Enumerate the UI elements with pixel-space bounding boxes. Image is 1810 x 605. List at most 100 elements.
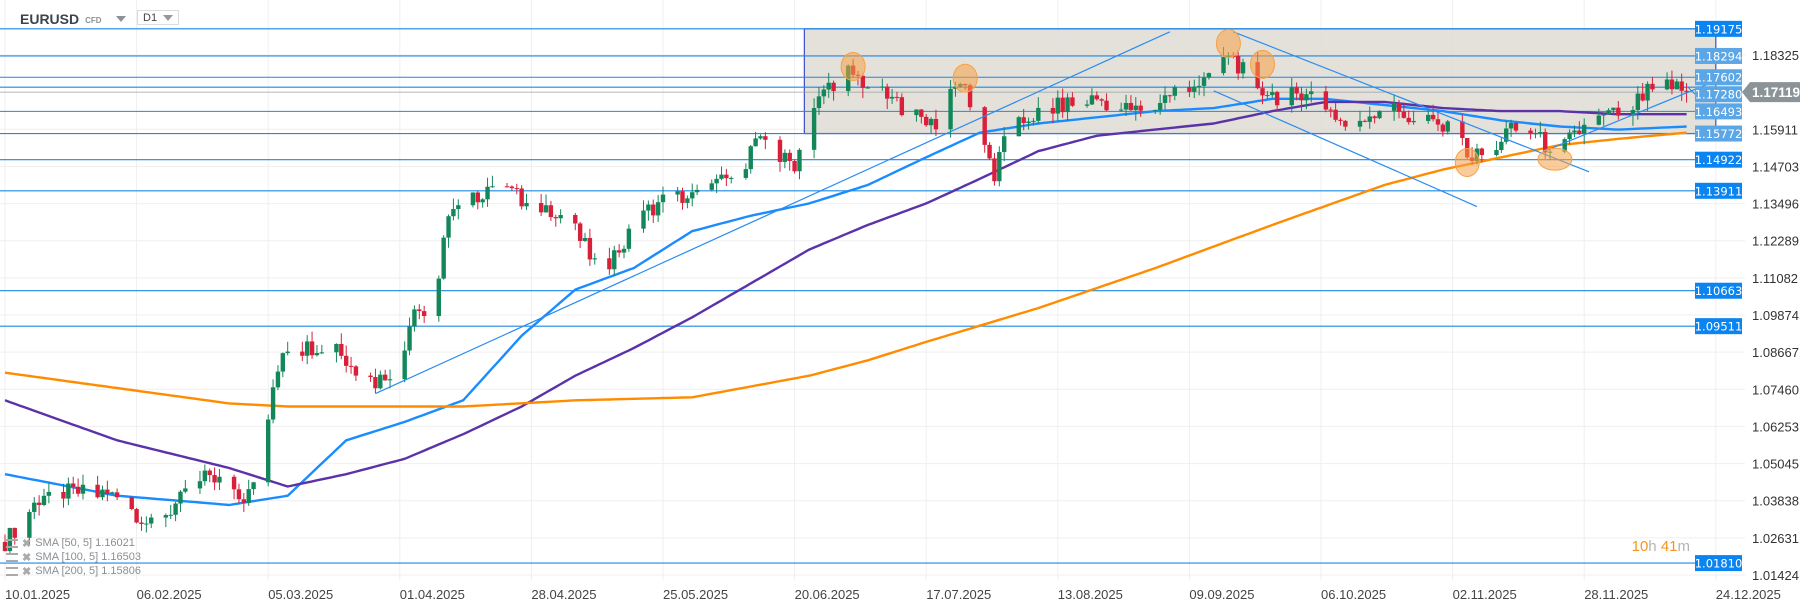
candle-body — [924, 116, 929, 126]
legend-label: SMA [200, 5] 1.15806 — [35, 565, 142, 577]
close-icon[interactable]: ✖ — [22, 551, 32, 564]
candle-body — [402, 350, 407, 380]
legend-item-sma100[interactable]: ✖ SMA [100, 5] 1.16503 — [6, 550, 141, 564]
candle-body — [183, 488, 188, 492]
x-tick-label: 10.01.2025 — [5, 587, 70, 602]
candle-body — [787, 152, 792, 161]
close-icon[interactable]: ✖ — [22, 537, 32, 550]
candle-body — [1323, 91, 1329, 110]
settings-icon[interactable] — [6, 566, 18, 576]
candle-body — [1343, 120, 1348, 127]
candle-body — [41, 495, 47, 505]
candle-body — [626, 228, 632, 249]
candle-body — [1513, 122, 1519, 131]
settings-icon[interactable] — [6, 538, 18, 548]
sma-lines — [4, 97, 1687, 507]
candle-body — [616, 250, 622, 253]
level-label-connector — [1687, 86, 1696, 95]
candle-body — [95, 484, 100, 498]
candle-body — [1669, 79, 1675, 90]
candle-body — [339, 343, 344, 356]
candle-body — [729, 177, 734, 179]
candle-body — [894, 96, 900, 98]
candle-body — [436, 278, 441, 317]
candle-body — [334, 343, 339, 353]
candle-body — [992, 158, 997, 182]
candle-body — [1240, 62, 1246, 74]
candle-body — [163, 515, 169, 518]
settings-icon[interactable] — [6, 552, 18, 562]
candle-body — [1674, 81, 1680, 90]
level-label-text: 1.18294 — [1695, 49, 1743, 63]
highlight-marker — [952, 63, 978, 93]
range-box[interactable] — [803, 28, 1717, 135]
trendline[interactable] — [1233, 31, 1590, 173]
candle-body — [1406, 117, 1411, 123]
candle-body — [519, 188, 524, 207]
symbol-selector[interactable]: EURUSD CFD — [20, 11, 126, 27]
close-icon[interactable]: ✖ — [22, 565, 32, 578]
candle-body — [441, 237, 446, 279]
level-label-text: 1.10663 — [1695, 284, 1743, 298]
candle-body — [1362, 120, 1368, 122]
level-label-text: 1.16493 — [1695, 105, 1743, 119]
candle-body — [1221, 57, 1226, 74]
trendline[interactable] — [375, 31, 1171, 395]
y-tick-label: 1.02631 — [1752, 531, 1799, 546]
level-label: 1.18294 — [1695, 47, 1743, 64]
candle-body — [1294, 87, 1299, 94]
candle-body — [470, 192, 476, 206]
candle-body — [1099, 99, 1104, 101]
level-label-bg — [1695, 282, 1742, 299]
trendlines[interactable] — [375, 31, 1721, 395]
legend-item-sma200[interactable]: ✖ SMA [200, 5] 1.15806 — [6, 564, 141, 578]
candle-body — [714, 178, 719, 184]
candle-body — [197, 481, 203, 489]
level-labels: 1.19175 1.18294 1.17602 1.17280 1.16493 1.157… — [1687, 20, 1800, 572]
level-label: 1.13911 — [1695, 182, 1742, 199]
candle-body — [168, 514, 173, 516]
x-tick-label: 02.11.2025 — [1453, 587, 1517, 602]
candle-body — [129, 497, 134, 509]
range-rectangle[interactable] — [803, 28, 1717, 135]
candle-body — [1377, 110, 1382, 119]
candle-body — [300, 351, 305, 356]
candle-body — [919, 109, 924, 117]
timer-hours: 10 — [1631, 538, 1649, 555]
legend-item-sma50[interactable]: ✖ SMA [50, 5] 1.16021 — [6, 536, 141, 550]
candle-body — [1162, 95, 1168, 103]
level-label-text: 1.15772 — [1695, 127, 1743, 141]
candle-body — [933, 118, 939, 130]
candle-body — [27, 511, 32, 538]
highlight-marker — [1537, 147, 1573, 171]
candle-body — [1201, 77, 1207, 86]
candle-body — [797, 149, 802, 172]
candle-body — [582, 237, 588, 241]
x-tick-label: 01.04.2025 — [400, 587, 465, 602]
trendline[interactable] — [1213, 90, 1478, 208]
candle-body — [967, 85, 973, 108]
candle-body — [1123, 102, 1129, 110]
candle-body — [275, 371, 281, 388]
candle-body — [100, 489, 105, 498]
chevron-down-icon[interactable] — [115, 16, 126, 22]
candle-body — [1299, 93, 1304, 101]
timeframe-select[interactable]: D1 — [137, 10, 179, 25]
candle-body — [1650, 83, 1655, 90]
candle-body — [236, 489, 242, 500]
candle-body — [1060, 97, 1065, 113]
candle-body — [1640, 93, 1645, 101]
candle-body — [1528, 130, 1533, 134]
level-label-bg — [1695, 555, 1742, 572]
candle-body — [831, 82, 836, 92]
candle-body — [144, 523, 149, 525]
candle-body — [75, 486, 81, 494]
candle-body — [2, 541, 8, 552]
candle-body — [1050, 107, 1056, 114]
x-tick-label: 28.11.2025 — [1584, 587, 1648, 602]
candle-body — [1460, 121, 1465, 138]
candle-body — [304, 341, 310, 356]
candle-body — [1440, 124, 1446, 132]
candle-body — [811, 108, 817, 150]
